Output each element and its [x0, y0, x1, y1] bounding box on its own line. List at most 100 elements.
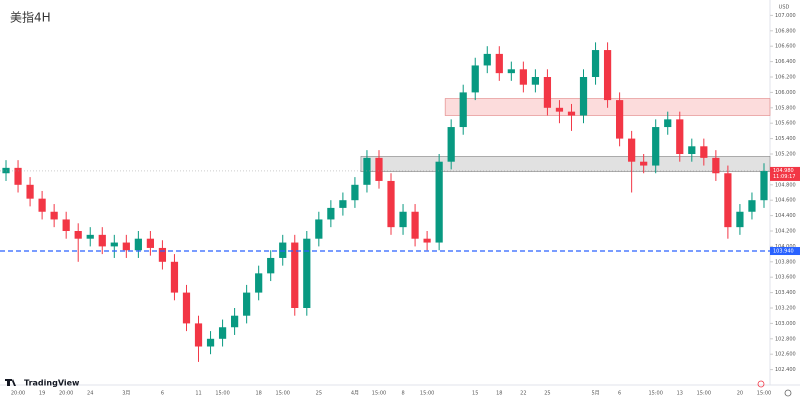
x-tick-label: 19: [39, 391, 45, 397]
candle-body: [567, 111, 576, 116]
candle-body: [182, 292, 191, 324]
candle-body: [74, 231, 82, 239]
x-tick-label: 18: [496, 391, 502, 397]
y-tick-label: 102.600: [775, 352, 796, 358]
watermark: TradingView: [24, 379, 80, 388]
candle-body: [664, 119, 672, 128]
current-price-label: 104.980: [773, 168, 794, 174]
candle-body: [206, 338, 215, 347]
candle-body: [760, 170, 768, 201]
y-tick-label: 103.200: [775, 306, 796, 312]
y-tick-label: 105.600: [775, 121, 796, 127]
candle-body: [411, 211, 419, 239]
candle-body: [218, 327, 227, 339]
current-price-box: [770, 166, 800, 181]
candle-body: [483, 53, 491, 66]
candle-body: [423, 238, 431, 243]
x-tick-label: 20:00: [11, 391, 25, 397]
x-tick-label: 15:00: [420, 391, 434, 397]
y-tick-label: 102.800: [775, 336, 796, 342]
candle-body: [375, 157, 383, 181]
alert-icon[interactable]: [757, 380, 765, 388]
x-tick-label: 25: [544, 391, 550, 397]
candle-body: [50, 211, 58, 220]
candle-body: [507, 69, 515, 74]
candle-body: [122, 242, 130, 251]
candle-body: [700, 146, 708, 158]
candle-body: [327, 207, 335, 220]
candle-body: [134, 238, 142, 251]
candle-body: [435, 161, 443, 243]
y-tick-label: 103.800: [775, 259, 796, 265]
x-tick-label: 15: [472, 391, 478, 397]
y-tick-label: 104.800: [775, 182, 796, 188]
level-label: 103.940: [773, 249, 794, 255]
candle-body: [459, 92, 467, 128]
candle-body: [543, 77, 552, 108]
countdown-label: 11:09:17: [773, 174, 795, 180]
candle-body: [652, 127, 660, 166]
currency: USD: [779, 5, 790, 11]
candle-body: [315, 219, 323, 239]
y-tick-label: 107.000: [775, 13, 796, 19]
x-tick-label: 25: [316, 391, 322, 397]
y-tick-label: 104.600: [775, 198, 796, 204]
candle-body: [267, 257, 275, 274]
candle-body: [194, 323, 203, 347]
y-tick-label: 102.400: [775, 367, 796, 373]
y-tick-label: 106.200: [775, 75, 796, 81]
x-tick-label: 15:00: [372, 391, 386, 397]
candle-body: [531, 77, 539, 85]
candle-body: [447, 127, 455, 162]
candle-body: [519, 69, 527, 85]
candle-body: [279, 242, 287, 258]
x-tick-label: 13: [677, 391, 683, 397]
candle-body: [110, 242, 118, 247]
y-tick-label: 104.200: [775, 229, 796, 235]
x-tick-label: 6: [161, 391, 164, 397]
candle-body: [712, 157, 720, 174]
candle-body: [724, 173, 732, 228]
candle-body: [2, 167, 10, 174]
candle-body: [736, 211, 744, 228]
x-tick-label: 8: [401, 391, 404, 397]
y-tick-label: 105.200: [775, 152, 796, 158]
candle-body: [603, 50, 612, 101]
candle-body: [243, 292, 251, 316]
candle-body: [170, 261, 179, 293]
x-tick-label: 15:00: [276, 391, 290, 397]
y-tick-label: 103.600: [775, 275, 796, 281]
x-tick-label: 18: [255, 391, 261, 397]
candle-body: [676, 119, 684, 154]
candle-body: [495, 53, 503, 74]
y-tick-label: 106.600: [775, 44, 796, 50]
y-tick-label: 105.400: [775, 136, 796, 142]
candle-body: [86, 234, 94, 239]
x-tick-label: 5月: [591, 391, 599, 397]
x-tick-label: 24: [87, 391, 93, 397]
x-tick-label: 11: [195, 391, 201, 397]
candle-body: [399, 211, 407, 228]
y-tick-label: 104.400: [775, 213, 796, 219]
candle-body: [98, 234, 106, 247]
x-tick-label: 15:00: [697, 391, 711, 397]
y-tick-label: 106.400: [775, 59, 796, 65]
candle-body: [38, 198, 46, 212]
candle-body: [351, 184, 359, 201]
candle-body: [62, 219, 70, 231]
x-tick-label: 22: [520, 391, 526, 397]
settings-icon[interactable]: [784, 389, 792, 397]
x-tick-label: 20: [737, 391, 743, 397]
candle-body: [255, 273, 263, 293]
zone: [360, 156, 771, 173]
x-tick-label: 15:00: [215, 391, 229, 397]
y-tick-label: 106.000: [775, 90, 796, 96]
candle-body: [303, 238, 311, 308]
candle-body: [579, 77, 588, 116]
candle-body: [291, 242, 299, 308]
candle-body: [158, 247, 167, 262]
candle-body: [339, 200, 347, 208]
x-tick-label: 15:00: [757, 391, 771, 397]
